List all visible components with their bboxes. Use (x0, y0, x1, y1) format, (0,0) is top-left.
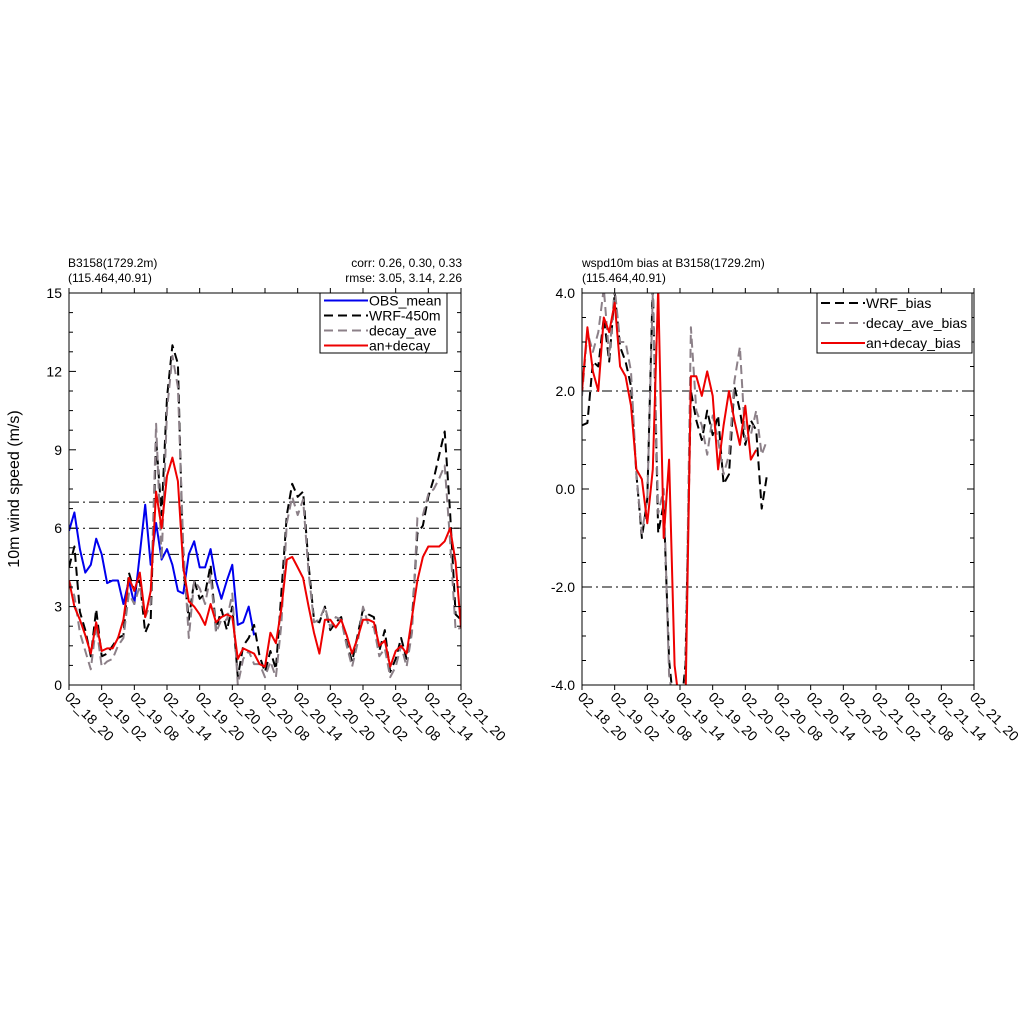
left-title-line1: B3158(1729.2m) (68, 256, 157, 270)
left-legend-label: OBS_mean (369, 293, 441, 309)
left-y-tick-label: 6 (54, 520, 62, 536)
left-stats-rmse: rmse: 3.05, 3.14, 2.26 (345, 271, 462, 285)
left-stats-corr: corr: 0.26, 0.30, 0.33 (351, 256, 462, 270)
left-legend-label: decay_ave (369, 323, 437, 339)
left-plot: 0369121502_18_2002_19_0202_19_0802_19_14… (46, 285, 509, 744)
left-legend-box (319, 292, 448, 354)
right-plot: -4.0-2.00.02.04.002_18_2002_19_0202_19_0… (551, 285, 1023, 744)
right-series-group (582, 293, 769, 685)
right-y-tick-label: 4.0 (556, 285, 576, 301)
left-series-obs-mean (69, 503, 256, 636)
right-legend: WRF_bias decay_ave_bias an+decay_bias (816, 292, 973, 354)
left-legend-label: WRF-450m (369, 308, 441, 324)
left-title-line2: (115.464,40.91) (68, 271, 152, 285)
left-series-group (69, 344, 461, 685)
right-legend-label: decay_ave_bias (866, 315, 967, 331)
right-series-an-decay-bias (582, 293, 758, 685)
left-series-wrf-450m (69, 344, 461, 679)
left-y-tick-label: 9 (54, 442, 62, 458)
left-y-tick-label: 3 (54, 599, 62, 615)
right-y-tick-label: -2.0 (551, 579, 575, 595)
right-y-tick-label: -4.0 (551, 677, 575, 693)
right-title-line2: (115.464,40.91) (582, 271, 666, 285)
right-legend-label: WRF_bias (866, 295, 931, 311)
left-series-decay-ave (69, 354, 461, 685)
left-y-tick-label: 0 (54, 677, 62, 693)
right-y-tick-label: 0.0 (556, 481, 576, 497)
left-series-an-decay (69, 456, 461, 668)
left-y-tick-label: 12 (46, 363, 62, 379)
left-y-axis-label: 10m wind speed (m/s) (6, 410, 23, 567)
left-y-tick-label: 15 (46, 285, 62, 301)
left-legend-label: an+decay (369, 338, 430, 354)
right-series-decay-ave-bias (582, 293, 769, 685)
right-legend-label: an+decay_bias (866, 335, 961, 351)
right-title-line1: wspd10m bias at B3158(1729.2m) (581, 256, 765, 270)
right-y-tick-label: 2.0 (556, 383, 576, 399)
